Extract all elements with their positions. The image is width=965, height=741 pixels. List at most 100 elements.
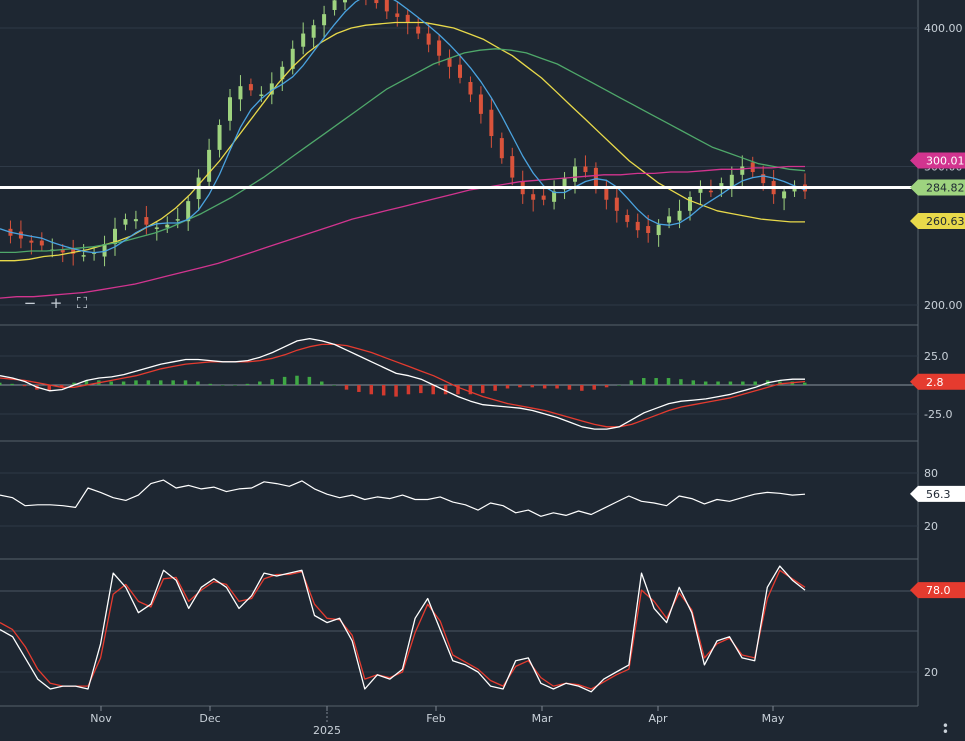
fullscreen-button[interactable]: ⛶ [72, 294, 92, 312]
macd-histogram-bar [505, 385, 510, 389]
candle [343, 0, 347, 10]
candle [750, 156, 755, 178]
candle-body [426, 33, 431, 45]
price-y-tick-label: 400.00 [924, 22, 963, 35]
macd-histogram-bar [295, 375, 299, 385]
candle-body [322, 14, 327, 26]
candle-body [123, 219, 128, 225]
candle [604, 179, 609, 210]
marker-sma-yellow-label: 260.63 [926, 215, 965, 228]
macd-histogram-bar [344, 385, 349, 390]
sma-magenta-line [0, 165, 805, 299]
macd-histogram-bar [666, 378, 671, 385]
candle [248, 78, 253, 96]
macd-histogram-bar [493, 385, 497, 391]
candle-body [144, 217, 149, 225]
axis-layer: 400.00300.00200.0025.0-25.0802020NovDec2… [90, 22, 962, 737]
macd-histogram-bar [406, 385, 411, 395]
macd-histogram-bar [481, 385, 485, 394]
candle [165, 216, 170, 233]
candle-body [740, 166, 745, 175]
candle-body [102, 244, 107, 257]
marker-sma-magenta-shape [910, 152, 965, 169]
candle [614, 186, 619, 223]
macd-histogram-bar [146, 380, 151, 385]
stochastic-y-tick-label: 20 [924, 666, 938, 679]
vertical-dots-icon: • • [941, 719, 949, 739]
macd-histogram-bar [121, 381, 126, 385]
candle-body [583, 166, 588, 173]
sma-blue-line [0, 0, 806, 254]
candle [698, 180, 703, 205]
x-tick-label: 2025 [313, 724, 341, 737]
macd-histogram-bar [679, 379, 683, 385]
macd-histogram-bar [567, 385, 572, 390]
candle-body [573, 166, 577, 182]
rsi-panel [0, 479, 806, 517]
candle [207, 138, 212, 188]
macd-histogram-bar [629, 380, 634, 385]
macd-histogram-bar [604, 385, 609, 388]
x-tick-label: Dec [199, 712, 220, 725]
candle [228, 88, 232, 131]
chart-menu-button[interactable]: • • [942, 720, 949, 738]
macd-histogram-bar [59, 385, 64, 388]
zoom-out-button[interactable]: − [20, 294, 40, 312]
macd-histogram-bar [134, 380, 138, 385]
macd-histogram-bar [555, 385, 559, 389]
marker-stochastic: 78.0 [910, 582, 965, 599]
candle [269, 72, 274, 105]
macd-y-tick-label: -25.0 [924, 408, 952, 421]
candle [426, 22, 431, 53]
price-y-tick-label: 200.00 [924, 299, 963, 312]
candle-body [384, 0, 389, 12]
candle [635, 213, 640, 238]
candle-body [478, 94, 483, 114]
candle-body [113, 228, 117, 245]
marker-sma-magenta: 300.01 [910, 152, 965, 169]
macd-histogram-bar [542, 385, 547, 389]
marker-last-price-shape [910, 179, 965, 196]
macd-line [0, 337, 805, 430]
candle-body [593, 167, 598, 186]
macd-y-tick-label: 25.0 [924, 350, 949, 363]
stochastic-k-line [0, 565, 806, 693]
marker-layer: 300.01 284.82 260.63 2.8 56.3 78.0 [910, 152, 965, 599]
candle [510, 147, 515, 186]
zoom-in-button[interactable]: + [46, 294, 66, 312]
candle [113, 217, 117, 256]
macd-histogram-bar [159, 380, 163, 385]
candle-body [154, 227, 159, 229]
candle-body [39, 240, 44, 246]
candle [437, 34, 442, 66]
macd-histogram-bar [282, 376, 287, 385]
candle [39, 232, 44, 251]
candle [186, 195, 191, 231]
candle [531, 188, 536, 212]
grid-layer [0, 0, 919, 707]
candle-body [489, 109, 494, 137]
candle-body [792, 188, 797, 192]
candle-body [416, 26, 421, 34]
candle [499, 132, 504, 164]
macd-histogram-bar [196, 381, 200, 385]
candle-body [677, 210, 682, 221]
candle [123, 213, 128, 231]
candle-body [374, 0, 379, 4]
macd-histogram-bar [320, 381, 324, 385]
macd-panel [0, 337, 918, 430]
candle [290, 40, 295, 75]
macd-histogram-bar [691, 380, 696, 385]
macd-histogram-bar [10, 383, 14, 385]
fullscreen-icon: ⛶ [76, 294, 88, 312]
candle-body [165, 224, 170, 228]
macd-histogram-bar [171, 380, 175, 385]
candle-body [290, 48, 295, 69]
candle-body [238, 86, 243, 100]
candle-body [60, 249, 65, 253]
macd-histogram-bar [245, 383, 250, 385]
macd-histogram-bar [419, 385, 423, 394]
macd-histogram-bar [443, 385, 448, 395]
